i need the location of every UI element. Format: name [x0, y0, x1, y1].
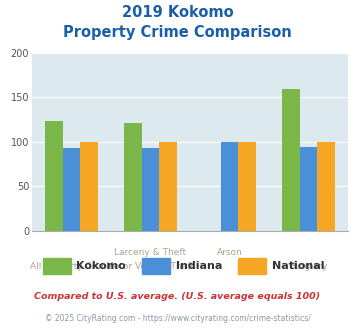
- Text: Larceny & Theft: Larceny & Theft: [114, 248, 186, 257]
- Text: Motor Vehicle Theft: Motor Vehicle Theft: [106, 262, 195, 271]
- Bar: [142, 148, 159, 231]
- Text: Kokomo: Kokomo: [76, 261, 126, 271]
- Bar: [221, 142, 238, 231]
- Bar: [45, 121, 63, 231]
- Bar: [282, 89, 300, 231]
- Text: Burglary: Burglary: [289, 262, 328, 271]
- Bar: [317, 142, 335, 231]
- Text: © 2025 CityRating.com - https://www.cityrating.com/crime-statistics/: © 2025 CityRating.com - https://www.city…: [45, 314, 310, 323]
- Bar: [238, 142, 256, 231]
- Bar: [80, 142, 98, 231]
- Text: Compared to U.S. average. (U.S. average equals 100): Compared to U.S. average. (U.S. average …: [34, 292, 321, 301]
- Bar: [63, 148, 80, 231]
- Text: Arson: Arson: [217, 248, 242, 257]
- Text: Indiana: Indiana: [176, 261, 222, 271]
- Text: National: National: [272, 261, 324, 271]
- Bar: [300, 147, 317, 231]
- Text: 2019 Kokomo: 2019 Kokomo: [122, 5, 233, 20]
- Bar: [124, 123, 142, 231]
- Bar: [159, 142, 177, 231]
- Text: All Property Crime: All Property Crime: [30, 262, 113, 271]
- Text: Property Crime Comparison: Property Crime Comparison: [63, 25, 292, 40]
